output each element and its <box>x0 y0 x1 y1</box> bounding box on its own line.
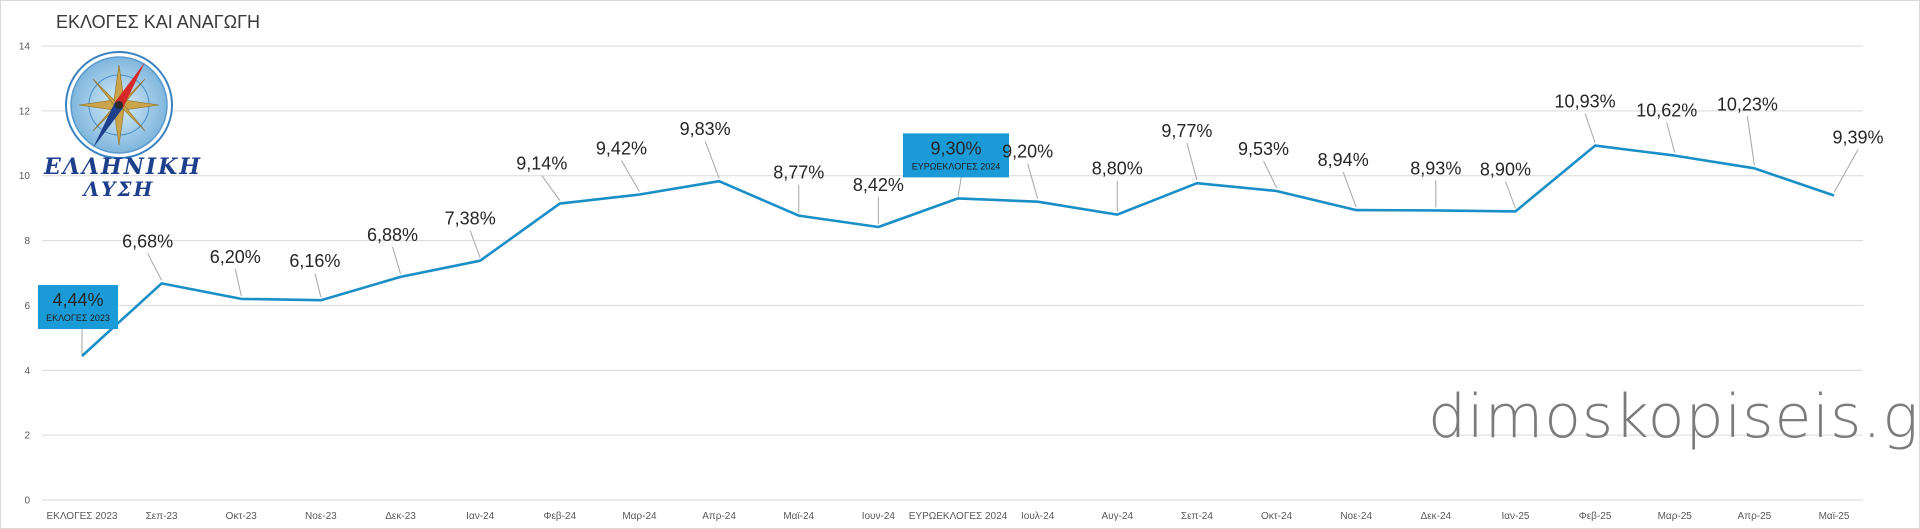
label-leader <box>541 175 561 201</box>
data-label: 9,14% <box>516 154 567 174</box>
logo-text-line1: ΕΛΛΗΝΙΚΗ <box>44 154 203 180</box>
data-label: 8,80% <box>1092 159 1143 179</box>
data-label: 8,90% <box>1480 159 1531 179</box>
label-leader <box>704 141 720 179</box>
watermark: dimoskopiseis.gr <box>1428 382 1920 452</box>
y-tick-label: 2 <box>24 431 30 442</box>
callouts: 4,44% ΕΚΛΟΓΕΣ 2023 9,30% ΕΥΡΩΕΚΛΟΓΕΣ 2024 <box>38 133 1009 330</box>
y-tick-label: 8 <box>24 236 30 247</box>
x-tick-label: ΕΥΡΩΕΚΛΟΓΕΣ 2024 <box>909 511 1008 522</box>
x-tick-label: Μαϊ-24 <box>783 511 814 522</box>
label-leader <box>314 273 322 298</box>
data-labels: 6,68% 6,20% 6,16% 6,88% 7,38% 9,14% 9,42% 9,83%… <box>122 92 1883 272</box>
compass-emblem-icon <box>65 51 173 159</box>
y-tick-label: 12 <box>19 106 31 117</box>
x-tick-label: Νοε-24 <box>1340 511 1372 522</box>
x-tick-label: Φεβ-24 <box>543 511 576 522</box>
logo-text-line2: ΛΥΣΗ <box>83 177 155 201</box>
x-tick-label: Οκτ-23 <box>226 511 258 522</box>
label-leader <box>392 246 402 275</box>
x-tick-label: Φεβ-25 <box>1579 511 1612 522</box>
label-leader <box>1666 122 1676 153</box>
callout-caption: ΕΚΛΟΓΕΣ 2023 <box>46 313 110 323</box>
label-leader <box>1263 160 1277 189</box>
y-tick-label: 4 <box>24 366 30 377</box>
x-tick-label: Ιαν-24 <box>466 511 494 522</box>
data-label: 7,38% <box>445 209 496 229</box>
label-leader <box>1027 163 1039 199</box>
x-tick-label: Νοε-23 <box>305 511 337 522</box>
callout-caption: ΕΥΡΩΕΚΛΟΓΕΣ 2024 <box>912 161 1001 171</box>
data-label: 10,93% <box>1555 92 1616 112</box>
y-tick-label: 10 <box>19 171 31 182</box>
data-label: 6,16% <box>289 251 340 271</box>
x-tick-label: Απρ-24 <box>702 511 736 522</box>
x-tick-label: Σεπ-24 <box>1181 511 1213 522</box>
label-leader <box>1504 181 1516 209</box>
y-tick-label: 6 <box>24 301 30 312</box>
label-leader <box>469 230 481 258</box>
data-label: 6,20% <box>210 247 261 267</box>
x-tick-label: Μαϊ-25 <box>1819 511 1850 522</box>
x-tick-label: Ιαν-25 <box>1501 511 1529 522</box>
data-label: 9,53% <box>1238 139 1289 159</box>
label-leader <box>621 160 640 192</box>
data-label: 9,39% <box>1832 127 1883 147</box>
series-line <box>81 144 1835 357</box>
callout-box <box>38 285 118 330</box>
label-leaders <box>81 113 1859 355</box>
x-tick-label: Αυγ-24 <box>1101 511 1133 522</box>
data-label: 6,68% <box>122 231 173 251</box>
callout-value: 4,44% <box>52 290 103 310</box>
party-logo: ΕΛΛΗΝΙΚΗ ΛΥΣΗ <box>44 50 203 202</box>
x-tick-label: Μαρ-25 <box>1658 511 1693 522</box>
data-label: 10,62% <box>1636 101 1697 121</box>
data-label: 6,88% <box>367 225 418 245</box>
x-tick-label: Ιουν-24 <box>862 511 896 522</box>
x-tick-label: Οκτ-24 <box>1261 511 1293 522</box>
data-label: 9,20% <box>1002 142 1053 162</box>
callout-value: 9,30% <box>930 138 981 158</box>
label-leader <box>234 268 242 297</box>
data-label: 8,93% <box>1410 158 1461 178</box>
series-polyline <box>81 144 1835 357</box>
data-label: 8,77% <box>773 163 824 183</box>
data-label: 9,83% <box>680 119 731 139</box>
x-tick-label: Σεπ-23 <box>146 511 178 522</box>
y-tick-label: 14 <box>19 42 31 53</box>
x-tick-label: Ιουλ-24 <box>1021 511 1055 522</box>
label-leader <box>1584 113 1596 143</box>
label-leader <box>147 253 163 281</box>
data-label: 8,42% <box>853 175 904 195</box>
callout-leader <box>957 177 962 197</box>
data-label: 9,77% <box>1161 121 1212 141</box>
y-axis-ticks: 0 2 4 6 8 10 12 14 <box>19 42 31 507</box>
x-tick-label: Μαρ-24 <box>622 511 657 522</box>
label-leader <box>1746 116 1755 166</box>
label-leader <box>1186 143 1198 181</box>
chart-title: ΕΚΛΟΓΕΣ ΚΑΙ ΑΝΑΓΩΓΗ <box>56 12 261 32</box>
x-axis-ticks: ΕΚΛΟΓΕΣ 2023 Σεπ-23 Οκτ-23 Νοε-23 Δεκ-23 Ιαν-… <box>47 511 1850 522</box>
x-tick-label: Δεκ-24 <box>1421 511 1452 522</box>
x-tick-label: Απρ-25 <box>1738 511 1772 522</box>
y-tick-label: 0 <box>24 496 30 507</box>
label-leader <box>1342 171 1357 208</box>
callout-box <box>903 133 1009 178</box>
x-tick-label: Δεκ-23 <box>385 511 416 522</box>
data-label: 9,42% <box>596 139 647 159</box>
label-leader <box>1833 149 1859 193</box>
x-tick-label: ΕΚΛΟΓΕΣ 2023 <box>47 511 118 522</box>
data-label: 8,94% <box>1318 150 1369 170</box>
data-label: 10,23% <box>1717 94 1778 114</box>
